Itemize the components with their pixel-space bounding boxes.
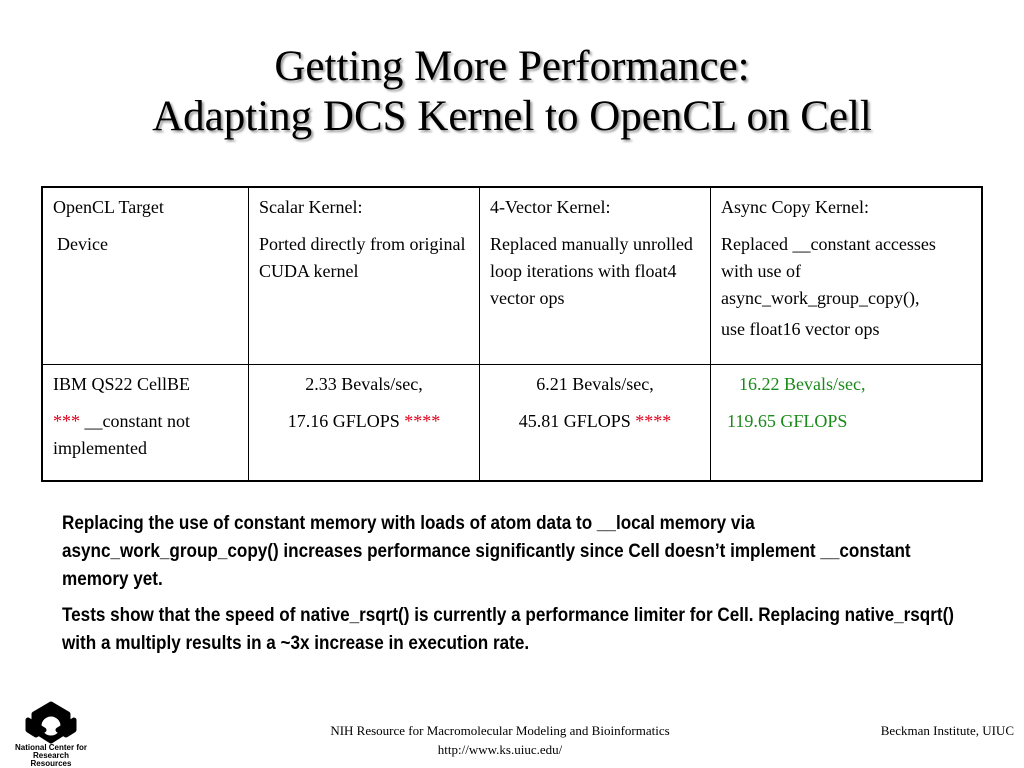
async-kernel-desc: Replaced __constant accesses with use of… (721, 234, 936, 308)
footer-institute: Beckman Institute, UIUC (880, 723, 1014, 738)
cell-async-result: 16.22 Bevals/sec, 119.65 GFLOPS (710, 363, 983, 482)
cell-scalar-result: 2.33 Bevals/sec, 17.16 GFLOPS **** (248, 363, 480, 482)
footer-url[interactable]: http://www.ks.uiuc.edu/ (437, 742, 563, 757)
notes-block: Replacing the use of constant memory wit… (62, 510, 962, 666)
vector-kernel-desc: Replaced manually unrolled loop iteratio… (490, 234, 693, 308)
note-paragraph-2: Tests show that the speed of native_rsqr… (62, 605, 954, 654)
device-note-stars: *** (53, 410, 80, 431)
device-note: *** __constant not implemented (53, 408, 238, 462)
table-header-row: OpenCL Target Device Scalar Kernel: Port… (41, 186, 983, 365)
footer-org: NIH Resource for Macromolecular Modeling… (330, 723, 670, 738)
logo-caption: National Center for Research Resources (14, 743, 87, 768)
scalar-kernel-title: Scalar Kernel: (259, 197, 363, 217)
vector-gflops: 45.81 GFLOPS (518, 410, 631, 431)
footer-center: NIH Resource for Macromolecular Modeling… (250, 721, 750, 759)
scalar-stars: **** (404, 410, 441, 431)
scalar-gflops-line: 17.16 GFLOPS **** (259, 408, 469, 435)
ncrr-logo-icon (25, 701, 77, 744)
async-kernel-title: Async Copy Kernel: (721, 197, 869, 217)
note-paragraph-1: Replacing the use of constant memory wit… (62, 513, 911, 590)
async-kernel-desc2: use float16 vector ops (721, 319, 880, 339)
vector-gflops-line: 45.81 GFLOPS **** (490, 408, 700, 435)
scalar-bevals: 2.33 Bevals/sec, (305, 373, 423, 394)
async-bevals: 16.22 Bevals/sec, (739, 373, 866, 394)
performance-table: OpenCL Target Device Scalar Kernel: Port… (41, 186, 983, 482)
cell-vector-header: 4-Vector Kernel: Replaced manually unrol… (479, 186, 711, 365)
device-note-text: __constant not implemented (53, 410, 190, 458)
async-gflops: 119.65 GFLOPS (727, 410, 848, 431)
scalar-kernel-desc: Ported directly from original CUDA kerne… (259, 234, 466, 281)
scalar-gflops: 17.16 GFLOPS (287, 410, 400, 431)
vector-stars: **** (635, 410, 672, 431)
cell-async-header: Async Copy Kernel: Replaced __constant a… (710, 186, 983, 365)
device-header-line1: OpenCL Target (53, 197, 164, 217)
cell-device-header: OpenCL Target Device (41, 186, 249, 365)
vector-bevals: 6.21 Bevals/sec, (536, 373, 654, 394)
cell-scalar-header: Scalar Kernel: Ported directly from orig… (248, 186, 480, 365)
cell-device: IBM QS22 CellBE *** __constant not imple… (41, 363, 249, 482)
device-header-line2: Device (57, 234, 108, 254)
title-line-2: Adapting DCS Kernel to OpenCL on Cell (152, 93, 872, 140)
title-line-1: Getting More Performance: (274, 43, 750, 90)
cell-vector-result: 6.21 Bevals/sec, 45.81 GFLOPS **** (479, 363, 711, 482)
vector-kernel-title: 4-Vector Kernel: (490, 197, 611, 217)
device-name: IBM QS22 CellBE (53, 373, 191, 394)
table-data-row: IBM QS22 CellBE *** __constant not imple… (41, 363, 983, 482)
slide-title: Getting More Performance: Adapting DCS K… (0, 42, 1024, 142)
